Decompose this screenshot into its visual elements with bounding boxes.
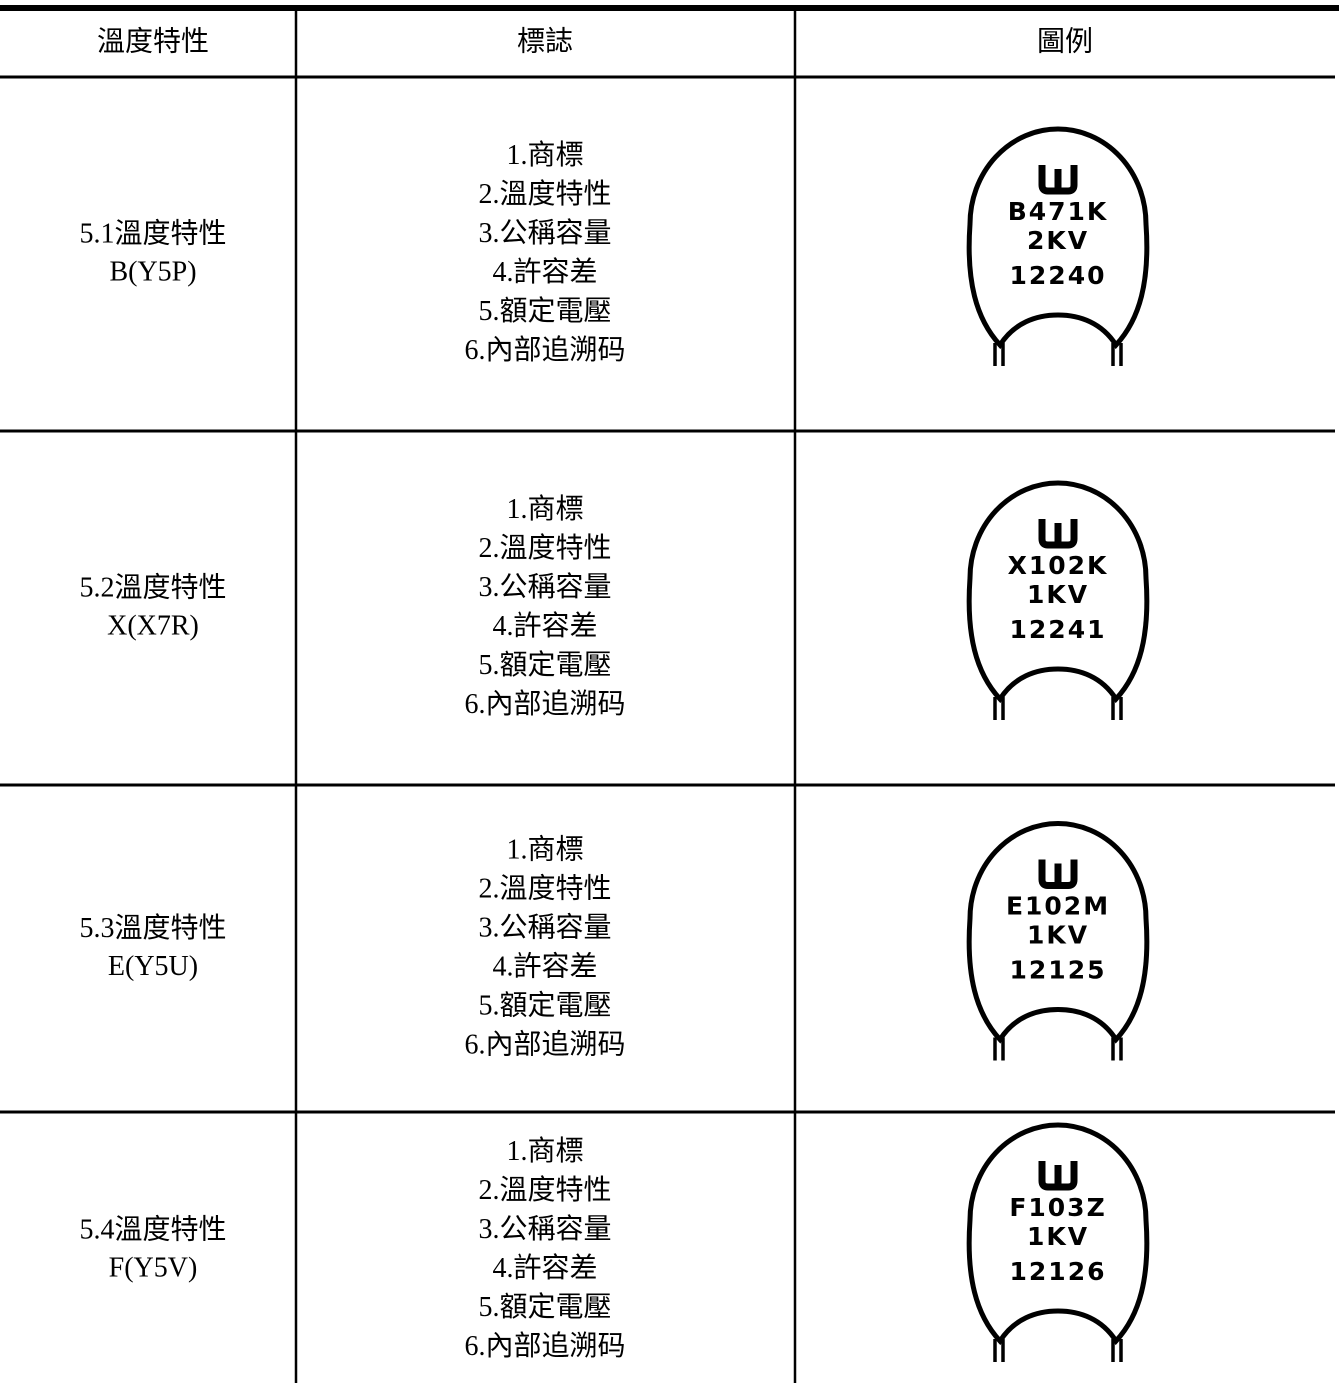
marking-item: 2.溫度特性 [478,872,611,904]
marking-item: 5.額定電壓 [478,1291,611,1323]
marking-item: 1.商標 [506,139,583,171]
marking-item: 6.內部追溯码 [464,688,625,720]
marking-item: 4.許容差 [492,950,597,982]
marking-item: 2.溫度特性 [478,532,611,564]
capacitor-body [966,1122,1150,1346]
marking-item: 2.溫度特性 [478,178,611,210]
marking-item: 4.許容差 [492,610,597,642]
brand-logo [1038,165,1078,195]
marking-item: 3.公稱容量 [478,571,611,603]
capacitor-marking: X102K [1008,551,1109,580]
header-cell: 圖例 [1037,25,1093,57]
marking-item: 5.額定電壓 [478,989,611,1021]
capacitor-marking: F103Z [1009,1193,1106,1222]
marking-item: 3.公稱容量 [478,911,611,943]
capacitor-marking: E102M [1006,892,1110,921]
capacitor-marking: 12241 [1010,615,1107,644]
capacitor-marking: B471K [1008,197,1109,226]
capacitor-body [966,480,1150,704]
capacitor-marking: 12126 [1010,1257,1107,1286]
capacitor-marking: 2KV [1027,226,1089,255]
marking-item: 2.溫度特性 [478,1174,611,1206]
characteristic-text: 5.3溫度特性 [79,912,226,944]
header-cell: 標誌 [517,25,573,57]
capacitor-body [966,821,1150,1044]
characteristic-text: F(Y5V) [109,1252,198,1283]
marking-item: 1.商標 [506,833,583,865]
characteristic-text: 5.1溫度特性 [79,217,226,249]
marking-item: 6.內部追溯码 [464,1028,625,1060]
capacitor-marking: 1KV [1027,921,1089,950]
brand-logo [1038,1161,1078,1191]
brand-logo [1038,859,1078,889]
capacitor-marking: 12125 [1010,956,1107,985]
marking-item: 3.公稱容量 [478,1213,611,1245]
marking-item: 1.商標 [506,493,583,525]
capacitor-marking: 1KV [1027,1222,1089,1251]
marking-item: 4.許容差 [492,1252,597,1284]
marking-item: 5.額定電壓 [478,295,611,327]
characteristic-text: 5.4溫度特性 [79,1213,226,1245]
characteristic-text: 5.2溫度特性 [79,571,226,603]
marking-item: 6.內部追溯码 [464,1330,625,1362]
capacitor-body [966,126,1150,350]
marking-item: 5.額定電壓 [478,649,611,681]
capacitor-marking: 12240 [1010,261,1107,290]
header-cell: 溫度特性 [97,25,209,57]
marking-item: 1.商標 [506,1135,583,1167]
brand-logo [1038,519,1078,549]
marking-item: 6.內部追溯码 [464,334,625,366]
characteristic-text: E(Y5U) [108,951,198,982]
marking-item: 3.公稱容量 [478,217,611,249]
characteristic-text: B(Y5P) [109,256,196,287]
capacitor-marking: 1KV [1027,580,1089,609]
characteristic-text: X(X7R) [107,610,199,641]
marking-item: 4.許容差 [492,256,597,288]
